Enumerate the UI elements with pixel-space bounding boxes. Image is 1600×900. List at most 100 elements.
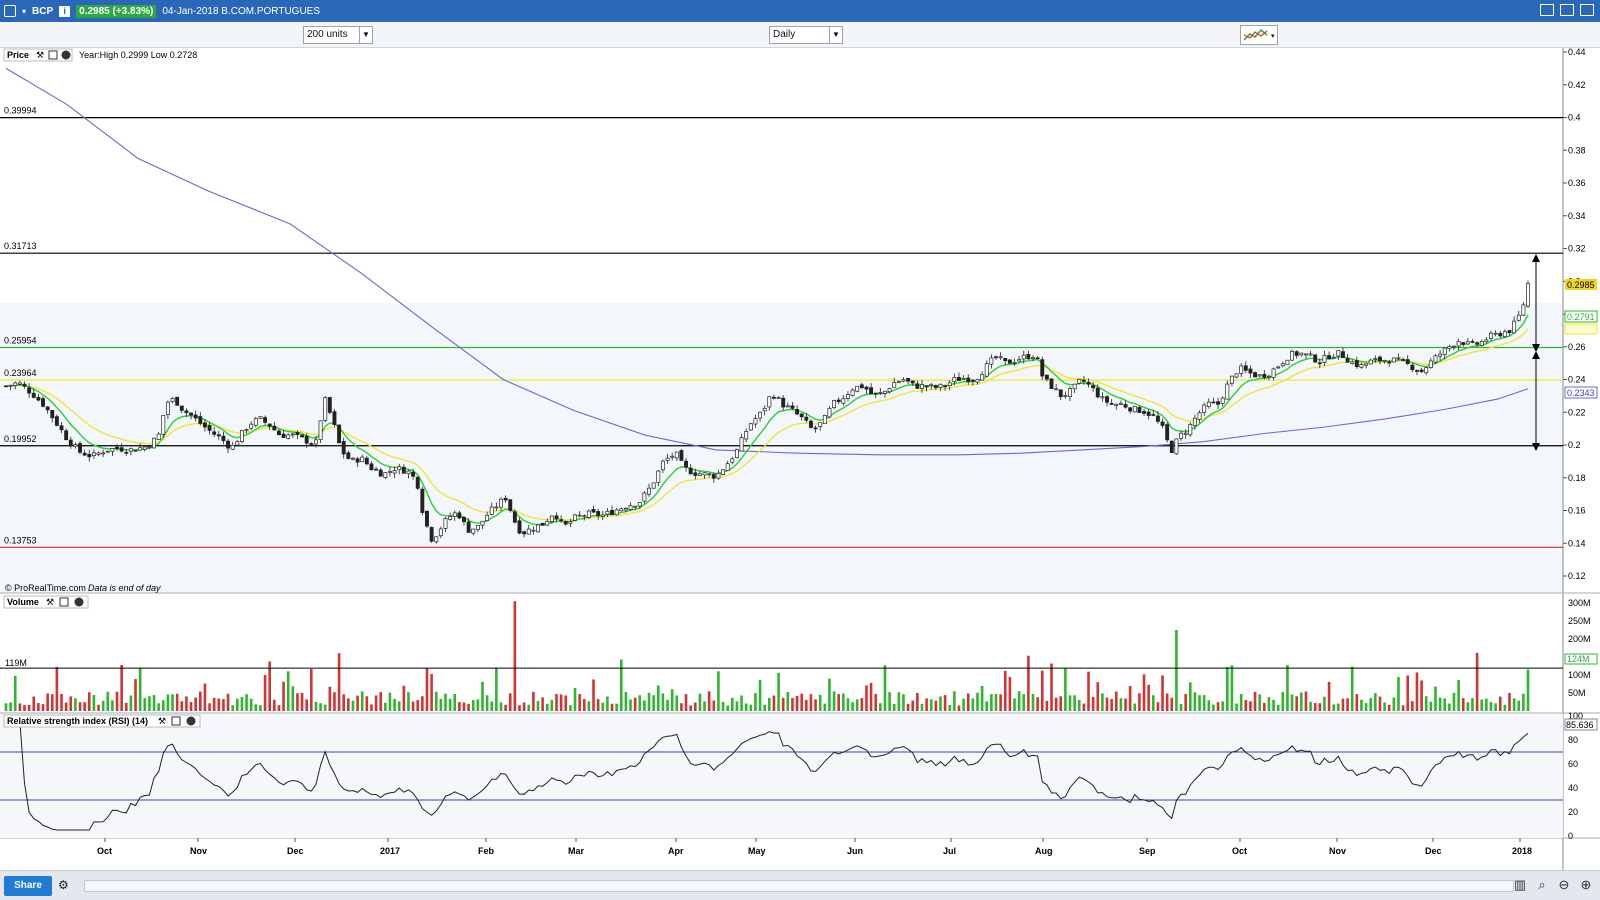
volume-bar [513, 601, 517, 711]
units-select[interactable]: 200 units ▼ [303, 26, 373, 44]
rsi-yaxis: 100 80 60 40 20 0 [1568, 711, 1583, 841]
volume-bar [13, 675, 17, 711]
volume-bar [592, 679, 595, 711]
volume-bar [684, 694, 688, 711]
candle-down [212, 431, 217, 435]
ma-mid-badge [1564, 323, 1598, 335]
volume-bar [1027, 655, 1030, 711]
candle-up [938, 383, 943, 388]
price-tick-label: 0.14 [1568, 538, 1586, 548]
candle-down [1354, 360, 1359, 367]
volume-bar [1461, 698, 1465, 711]
volume-bar [1295, 696, 1298, 711]
volume-bar [777, 672, 780, 711]
candle-up [434, 536, 439, 543]
candle-up [1031, 357, 1035, 360]
candle-up [975, 379, 980, 383]
volume-bar [41, 704, 45, 711]
settings-icon[interactable]: ⚙ [58, 878, 69, 892]
volume-bar [874, 694, 878, 711]
candle-up [147, 446, 152, 449]
window-icon[interactable] [171, 716, 181, 726]
candle-up [827, 408, 832, 418]
candle-up [73, 444, 78, 447]
maximize-icon[interactable] [1580, 4, 1594, 16]
volume-bar [310, 668, 313, 711]
candle-down [216, 434, 221, 437]
wrench-icon[interactable]: ⚒ [158, 716, 166, 726]
candle-down [1086, 381, 1091, 385]
candle-up [984, 363, 989, 377]
window-icon[interactable] [59, 597, 69, 607]
range-arrow[interactable] [1532, 351, 1540, 451]
volume-bar [731, 697, 734, 711]
xaxis-tick-label: Oct [1232, 846, 1247, 856]
volume-bar [670, 689, 674, 711]
volume-bar [1332, 704, 1336, 711]
chart-type-button[interactable]: ▾ [1240, 25, 1278, 45]
time-xaxis: Oct Nov Dec 2017 Feb Mar Apr May Jun Jul Aug Sep Oct… [97, 838, 1532, 856]
candle-down [693, 472, 698, 476]
candle-up [883, 390, 887, 394]
candle-up [1442, 347, 1447, 355]
candle-up [1229, 375, 1234, 384]
list-icon[interactable] [1540, 4, 1554, 16]
candle-down [221, 435, 226, 442]
horizontal-scrollbar[interactable] [84, 880, 1514, 892]
app-icon[interactable] [4, 5, 16, 17]
candle-up [438, 528, 443, 537]
candle-up [286, 434, 291, 439]
window-icon[interactable] [48, 50, 58, 60]
price-tick-label: 0.38 [1568, 145, 1586, 155]
volume-bar [1040, 670, 1044, 711]
candle-down [1128, 407, 1133, 412]
candle-up [1456, 341, 1461, 347]
candle-down [41, 398, 45, 407]
close-icon[interactable] [186, 716, 196, 726]
volume-bar [1406, 675, 1410, 711]
range-arrow[interactable] [1532, 254, 1540, 352]
volume-bar [633, 697, 637, 711]
volume-bar [953, 691, 956, 711]
candle-down [27, 387, 32, 394]
menu-chevron-icon[interactable]: ▾ [22, 6, 27, 16]
volume-bar [587, 701, 591, 711]
volume-bar [161, 700, 165, 711]
candle-up [17, 382, 22, 385]
volume-bar [231, 705, 234, 711]
candle-up [531, 529, 536, 532]
volume-bar [902, 694, 905, 711]
close-icon[interactable] [74, 597, 84, 607]
volume-bar [69, 696, 73, 711]
candle-down [327, 397, 332, 413]
candle-down [411, 471, 416, 477]
info-icon[interactable]: i [59, 5, 71, 17]
candle-up [1502, 331, 1507, 338]
volume-bar [809, 694, 813, 711]
wrench-icon[interactable]: ⚒ [46, 597, 54, 607]
zoom-fit-icon[interactable]: ⌕ [1538, 877, 1546, 892]
candle-up [573, 514, 577, 521]
volume-bar [411, 701, 415, 711]
zoom-out-icon[interactable]: ⊖ [1558, 877, 1570, 892]
candle-down [272, 425, 277, 431]
period-select[interactable]: Daily ▼ [769, 26, 843, 44]
candle-down [795, 409, 800, 415]
chart-canvas[interactable]: 0.39994 0.31713 0.25954 0.23964 0.19952 0.137… [0, 48, 1600, 870]
candle-up [1118, 403, 1123, 405]
chart-type-icon[interactable]: ▥ [1513, 877, 1527, 892]
wrench-icon[interactable]: ⚒ [36, 50, 44, 60]
minimize-icon[interactable] [1560, 4, 1574, 16]
share-button[interactable]: Share [4, 876, 52, 896]
candle-down [1313, 354, 1318, 363]
candle-up [1114, 403, 1119, 406]
chart-area[interactable]: 0.39994 0.31713 0.25954 0.23964 0.19952 0.137… [0, 48, 1600, 870]
level-label: 0.23964 [4, 368, 37, 378]
rsi-current-badge [1564, 718, 1598, 731]
volume-bar [1267, 697, 1271, 711]
volume-bar [314, 701, 318, 711]
volume-bar [999, 694, 1002, 711]
close-icon[interactable] [61, 50, 71, 60]
xaxis-tick-label: 2017 [380, 846, 400, 856]
zoom-in-icon[interactable]: ⊕ [1580, 877, 1592, 892]
